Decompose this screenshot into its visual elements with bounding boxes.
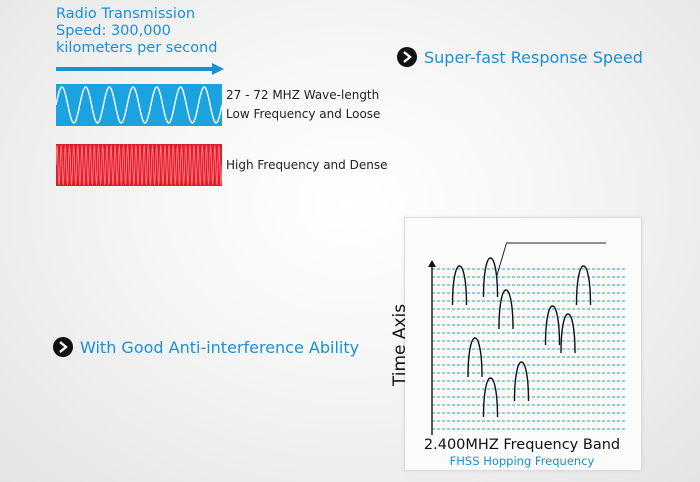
chevron-right-icon [397, 47, 417, 67]
low-wave-label-line-1: 27 - 72 MHZ Wave-length [226, 88, 380, 102]
hop-pulse [482, 377, 499, 418]
high-frequency-wave [56, 144, 222, 186]
high-wave-curve [56, 144, 222, 186]
hop-pulse [560, 313, 576, 354]
high-wave-label: High Frequency and Dense [226, 158, 388, 172]
speed-description: Radio Transmission Speed: 300,000 kilome… [56, 6, 218, 57]
speed-line-1: Radio Transmission [56, 6, 196, 22]
frequency-band-label: 2.400MHZ Frequency Band [423, 437, 621, 453]
hop-pulse [544, 305, 561, 346]
speed-line-2: Speed: 300,000 [56, 23, 171, 39]
feature-response-text: Super-fast Response Speed [424, 47, 643, 67]
hop-pulse [482, 257, 499, 298]
feature-response-speed: Super-fast Response Speed [397, 47, 643, 67]
hop-pulse [575, 265, 592, 306]
fhss-diagram [428, 242, 626, 435]
time-axis-arrow-icon [428, 260, 436, 267]
low-frequency-wave [56, 84, 222, 126]
low-wave-label: 27 - 72 MHZ Wave-length Low Frequency an… [226, 86, 380, 124]
fhss-caption: FHSS Hopping Frequency [449, 454, 595, 468]
hop-pulse [467, 337, 483, 378]
hop-pulse [451, 265, 468, 306]
low-wave-curve [56, 86, 222, 124]
channel-grid [432, 268, 626, 430]
hop-pulse [498, 289, 514, 330]
feature-interference-text: With Good Anti-interference Ability [80, 337, 360, 357]
hop-pulse [513, 361, 530, 402]
low-wave-label-line-2: Low Frequency and Loose [226, 107, 381, 121]
time-axis-label: Time Axis [390, 303, 410, 387]
chevron-right-icon [53, 337, 73, 357]
speed-arrow-icon [56, 63, 224, 75]
hop-pulses [451, 257, 592, 418]
speed-line-3: kilometers per second [56, 40, 218, 56]
callout-line [496, 242, 606, 278]
feature-anti-interference: With Good Anti-interference Ability [53, 337, 359, 357]
